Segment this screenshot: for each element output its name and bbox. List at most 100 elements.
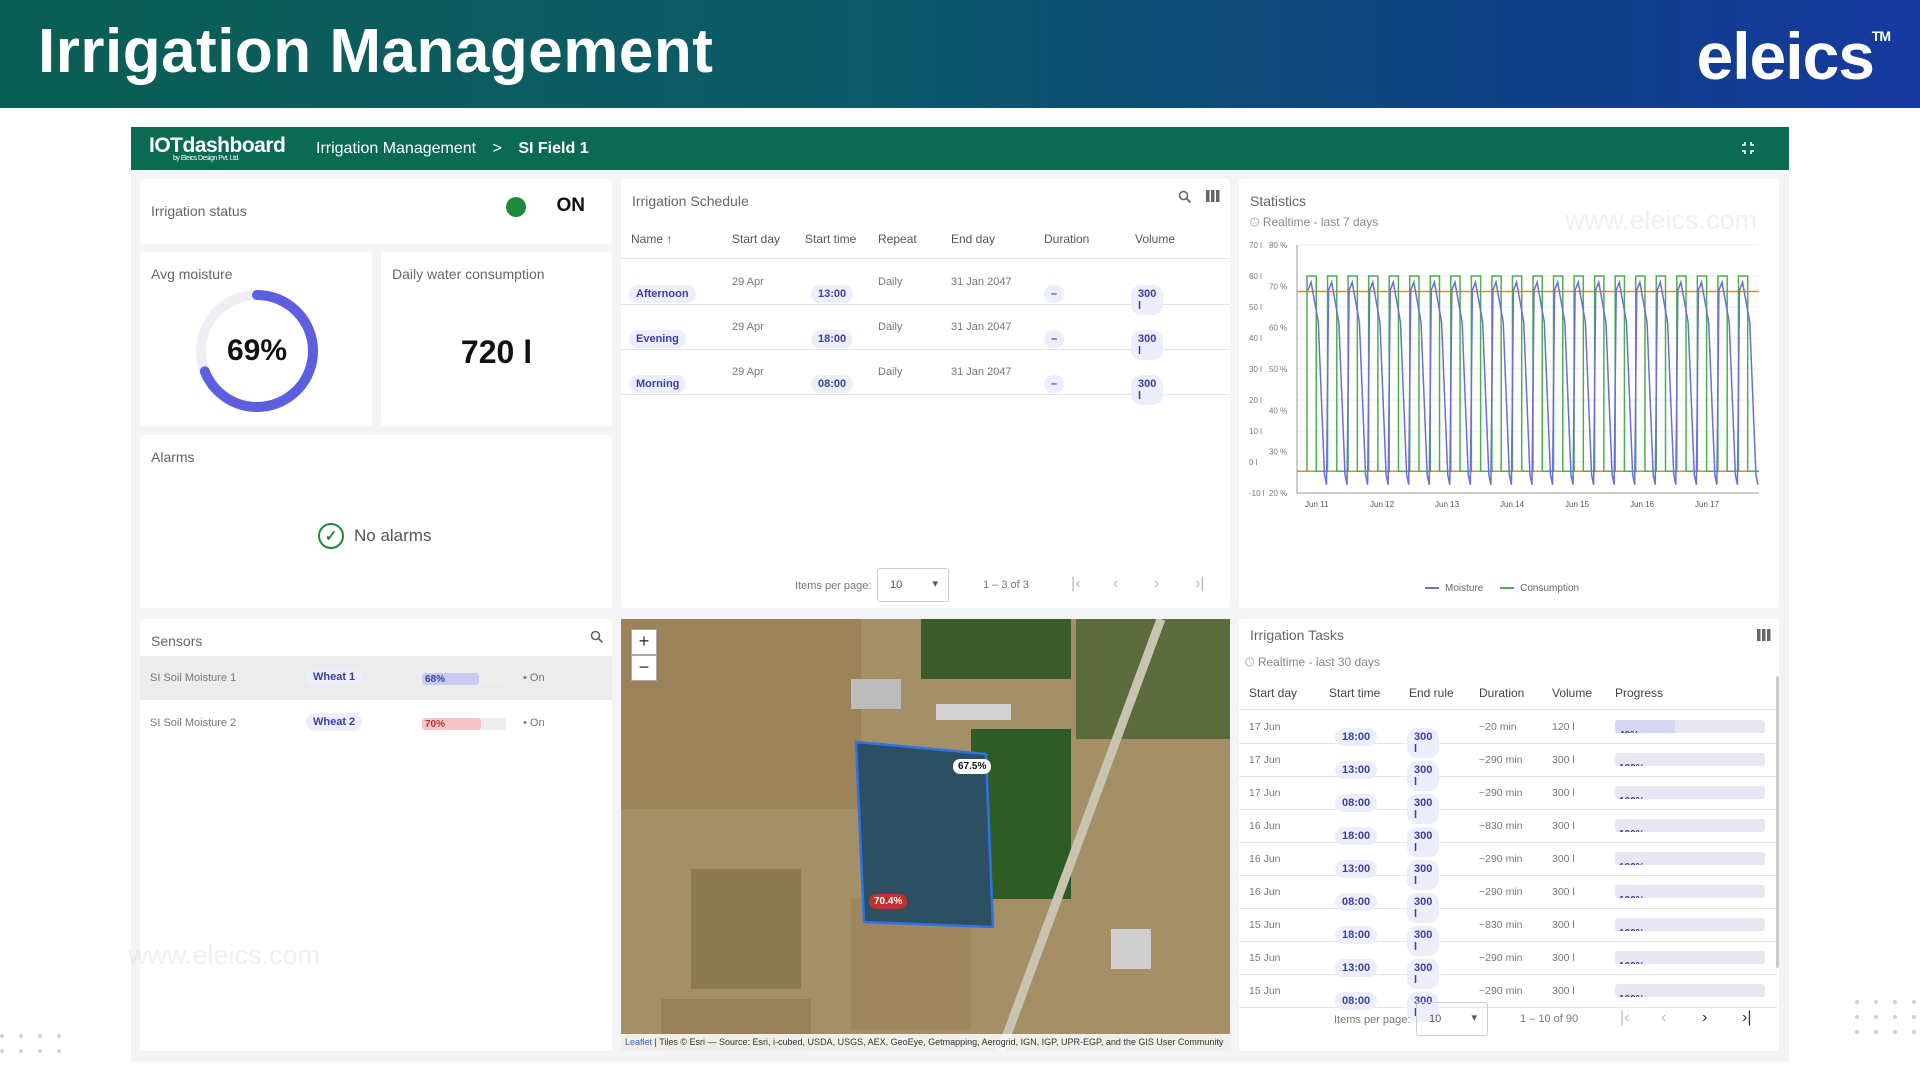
task-duration: ~290 min (1479, 853, 1523, 865)
exit-fullscreen-icon[interactable] (1741, 141, 1755, 158)
col-start-time[interactable]: Start time (805, 232, 857, 246)
breadcrumb: Irrigation Management > SI Field 1 (316, 140, 589, 158)
task-start-day: 16 Jun (1249, 853, 1281, 865)
schedule-end-day: 31 Jan 2047 (951, 276, 1012, 288)
col-task-duration[interactable]: Duration (1479, 686, 1525, 700)
col-repeat[interactable]: Repeat (878, 232, 917, 246)
leaflet-link[interactable]: Leaflet (625, 1037, 653, 1047)
task-start-day: 16 Jun (1249, 886, 1281, 898)
x-tick-label: Jun 17 (1695, 500, 1720, 509)
breadcrumb-irrigation[interactable]: Irrigation Management (316, 140, 477, 157)
tasks-scrollbar[interactable] (1776, 676, 1779, 968)
task-progress-bar: 100% (1615, 819, 1765, 832)
col-end-day[interactable]: End day (951, 232, 996, 246)
task-progress-bar: 100% (1615, 918, 1765, 931)
col-task-volume[interactable]: Volume (1552, 686, 1593, 700)
tasks-items-label: Items per page: (1334, 1014, 1411, 1026)
col-task-progress[interactable]: Progress (1615, 686, 1664, 700)
last-page-icon[interactable]: ›| (1195, 575, 1205, 592)
task-volume: 300 l (1552, 985, 1575, 997)
col-duration[interactable]: Duration (1044, 232, 1090, 246)
schedule-page-size-select[interactable]: 10 (877, 568, 949, 602)
sensor-row[interactable]: SI Soil Moisture 2 Wheat 2 70% • On (140, 701, 612, 745)
first-page-icon[interactable]: |‹ (1071, 575, 1081, 592)
task-progress-bar: 100% (1615, 852, 1765, 865)
tasks-prev-page-icon[interactable]: ‹ (1661, 1009, 1667, 1026)
chart-legend: Moisture Consumption (1425, 583, 1579, 594)
col-start-day[interactable]: Start day (732, 232, 781, 246)
legend-consumption[interactable]: Consumption (1500, 583, 1579, 594)
tasks-last-page-icon[interactable]: ›| (1742, 1009, 1752, 1026)
field-label-bottom[interactable]: 70.4% (869, 894, 908, 909)
schedule-row[interactable]: Morning 29 Apr 08:00 Daily 31 Jan 2047–300 l (621, 350, 1230, 405)
tasks-next-page-icon[interactable]: › (1702, 1009, 1708, 1026)
dashboard-app: IOTdashboard by Eleics Design Pvt. Ltd. … (131, 127, 1789, 1062)
watermark-right: www.eleics.com (1565, 205, 1758, 235)
consumption-series-line (1306, 275, 1759, 473)
moisture-value: 69% (226, 334, 288, 367)
iot-dashboard-logo[interactable]: IOTdashboard by Eleics Design Pvt. Ltd. (149, 134, 286, 162)
col-task-start-day[interactable]: Start day (1249, 686, 1298, 700)
header-banner: Irrigation Management eleics TM (0, 0, 1920, 108)
col-task-end-rule[interactable]: End rule (1409, 686, 1454, 700)
col-name[interactable]: Name ↑ (631, 232, 673, 246)
zoom-out-button[interactable]: − (631, 655, 657, 681)
right-tick-label: 20 % (1269, 489, 1287, 498)
no-alarms-message: ✓ No alarms (318, 523, 431, 549)
right-tick-label: 60 % (1269, 324, 1287, 333)
sensor-row[interactable]: SI Soil Moisture 1 Wheat 1 68% • On (140, 656, 612, 700)
schedule-repeat: Daily (878, 321, 903, 333)
schedule-end-day: 31 Jan 2047 (951, 366, 1012, 378)
field-label-top[interactable]: 67.5% (953, 759, 992, 774)
status-value: ON (556, 195, 586, 216)
left-tick-label: 20 l (1249, 396, 1262, 405)
statistics-chart: 70 l 60 l 50 l 40 l 30 l 20 l 10 l 0 l -10 l 80 %… (1249, 241, 1759, 509)
next-page-icon[interactable]: › (1154, 575, 1160, 592)
irrigation-schedule-card: Irrigation Schedule Name ↑ Start day Sta… (621, 179, 1230, 608)
search-icon[interactable] (1178, 190, 1192, 207)
task-start-day: 15 Jun (1249, 952, 1281, 964)
x-tick-label: Jun 13 (1435, 500, 1460, 509)
map-attribution: Leaflet | Tiles © Esri — Source: Esri, i… (621, 1034, 1230, 1051)
schedule-row[interactable]: Afternoon 29 Apr 13:00 Daily 31 Jan 2047–300… (621, 260, 1230, 315)
schedule-start-day: 29 Apr (732, 321, 764, 333)
top-bar: IOTdashboard by Eleics Design Pvt. Ltd. … (131, 127, 1789, 170)
statistics-card: Statistics 🕓︎ Realtime - last 7 days 70 … (1239, 179, 1779, 608)
task-duration: ~830 min (1479, 919, 1523, 931)
schedule-row[interactable]: Evening 29 Apr 18:00 Daily 31 Jan 2047–300 l (621, 305, 1230, 360)
tasks-first-page-icon[interactable]: |‹ (1620, 1009, 1630, 1026)
right-tick-label: 80 % (1269, 241, 1287, 250)
zoom-in-button[interactable]: + (631, 629, 657, 655)
status-title: Irrigation status (151, 203, 247, 219)
schedule-items-label: Items per page: (795, 580, 872, 592)
tasks-page-size-select[interactable]: 10 (1416, 1002, 1488, 1036)
consumption-title: Daily water consumption (392, 266, 545, 282)
watermark-left: www.eleics.com (128, 940, 321, 970)
right-tick-label: 40 % (1269, 406, 1287, 415)
field-map[interactable]: + − 67.5% 70.4% Leaflet | Tiles © Esri —… (621, 619, 1230, 1051)
col-task-start-time[interactable]: Start time (1329, 686, 1381, 700)
sensor-search-icon[interactable] (590, 630, 604, 647)
x-tick-label: Jun 16 (1630, 500, 1655, 509)
task-progress-bar: 40% (1615, 720, 1765, 733)
task-columns-icon[interactable] (1757, 629, 1771, 644)
sensor-status: • On (523, 672, 545, 684)
sensor-crop: Wheat 1 (306, 668, 363, 686)
breadcrumb-separator: > (492, 140, 502, 157)
prev-page-icon[interactable]: ‹ (1113, 575, 1119, 592)
columns-icon[interactable] (1206, 190, 1220, 205)
x-tick-label: Jun 15 (1565, 500, 1590, 509)
check-circle-icon: ✓ (318, 523, 344, 549)
task-volume: 300 l (1552, 754, 1575, 766)
col-volume[interactable]: Volume (1135, 232, 1176, 246)
legend-moisture[interactable]: Moisture (1425, 583, 1483, 594)
